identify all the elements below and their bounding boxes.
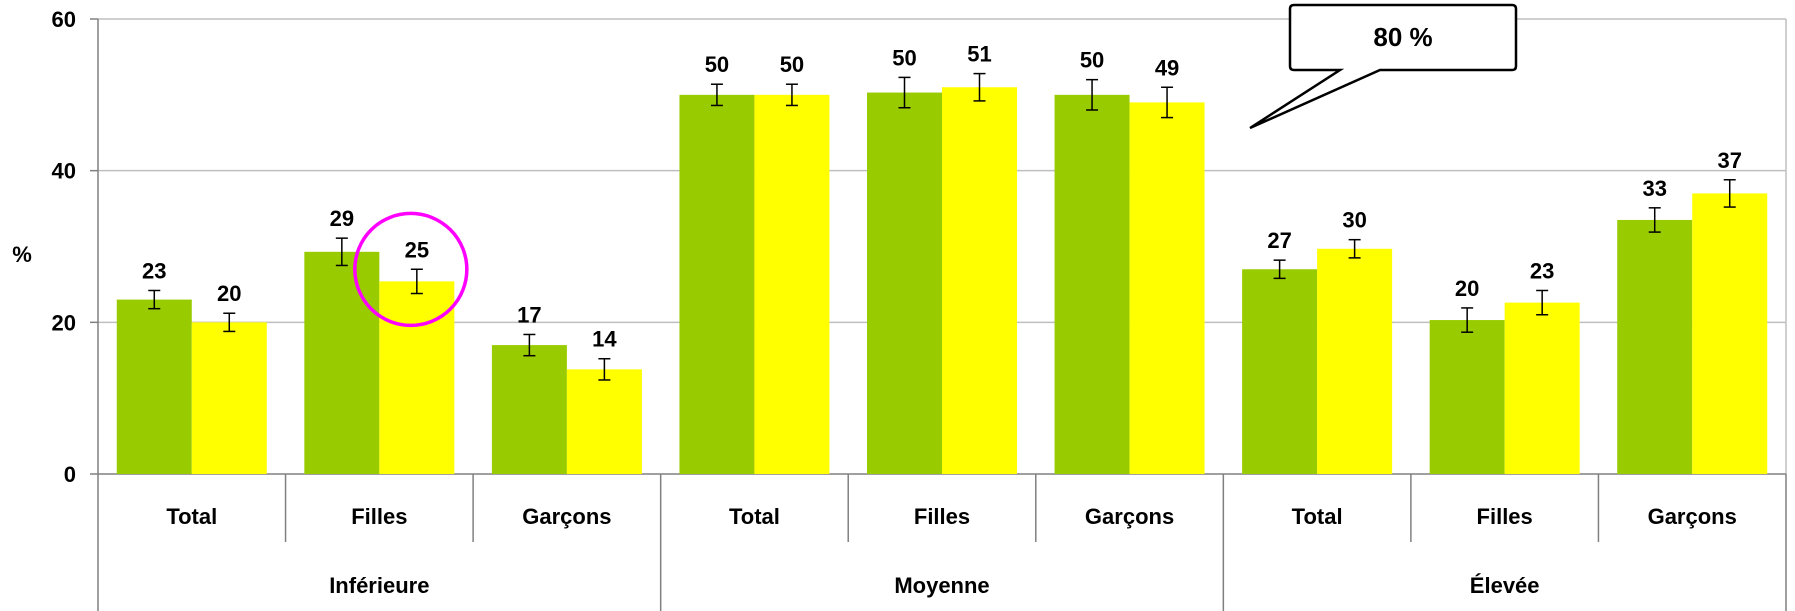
category-label: Garçons [1085, 504, 1174, 529]
data-label: 23 [142, 258, 166, 283]
callout-label: 80 % [1373, 22, 1432, 52]
bar [116, 299, 192, 474]
category-label: Total [729, 504, 780, 529]
category-label: Total [1292, 504, 1343, 529]
category-label: Garçons [1648, 504, 1737, 529]
speech-bubble-callout [1249, 3, 1518, 130]
data-label: 20 [217, 281, 241, 306]
data-label: 50 [780, 52, 804, 77]
category-label: Garçons [522, 504, 611, 529]
bar [1317, 248, 1393, 474]
bar [304, 251, 380, 474]
bar [1429, 320, 1505, 474]
data-label: 20 [1455, 276, 1479, 301]
data-label: 30 [1342, 208, 1366, 233]
highlight-circle [353, 211, 469, 328]
data-label: 25 [405, 237, 429, 262]
bar [491, 345, 567, 474]
group-label: Moyenne [894, 573, 989, 598]
data-label: 50 [892, 45, 916, 70]
data-label: 23 [1530, 258, 1554, 283]
bar [754, 94, 830, 474]
bar [1692, 193, 1768, 474]
y-tick-label: 60 [52, 7, 76, 32]
y-tick-label: 40 [52, 159, 76, 184]
data-label: 49 [1155, 55, 1179, 80]
data-label: 50 [705, 52, 729, 77]
data-label: 14 [592, 327, 617, 352]
data-label: 37 [1717, 148, 1741, 173]
bar [867, 92, 942, 474]
bar [1242, 269, 1318, 474]
bar [379, 281, 455, 474]
data-label: 29 [330, 206, 354, 231]
category-label: Total [166, 504, 217, 529]
bar [191, 322, 267, 474]
bars [116, 72, 1768, 475]
category-label: Filles [914, 504, 970, 529]
data-label: 51 [967, 42, 991, 67]
y-tick-label: 20 [52, 310, 76, 335]
data-label: 27 [1267, 228, 1291, 253]
data-label: 33 [1642, 176, 1666, 201]
bar [566, 369, 642, 474]
bar [679, 94, 755, 474]
data-label: 50 [1080, 48, 1104, 73]
data-labels: 23 29 17 50 50 50 27 20 33 20 25 14 50 51 49 30 23 37 [142, 42, 1742, 352]
group-label: Inférieure [329, 573, 429, 598]
category-axis: Total Filles Garçons Total Filles Garçons Tota… [97, 474, 1787, 611]
bar [1504, 302, 1580, 474]
group-label: Élevée [1470, 573, 1540, 598]
category-label: Filles [1477, 504, 1533, 529]
y-tick-label: 0 [64, 462, 76, 487]
bar [1054, 94, 1130, 474]
bar [1617, 219, 1693, 474]
category-label: Filles [351, 504, 407, 529]
y-axis-title: % [12, 242, 32, 267]
bar [942, 87, 1017, 474]
data-label: 17 [517, 302, 541, 327]
bar [1129, 102, 1205, 475]
annotations: 80 % [1249, 3, 1518, 130]
